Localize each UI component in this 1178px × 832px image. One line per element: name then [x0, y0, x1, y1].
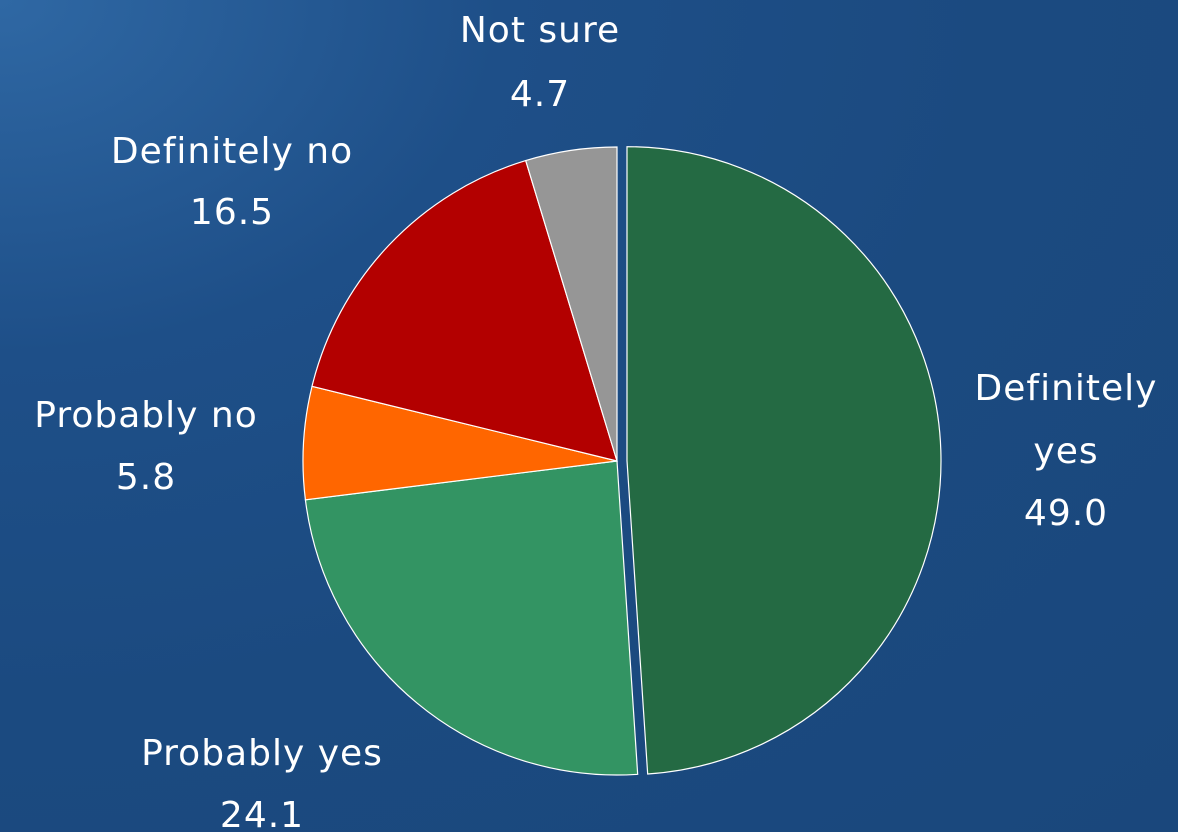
label-probably-yes-name: Probably yes — [141, 733, 383, 774]
pie-slices — [302, 146, 942, 776]
slice-definitely-no — [311, 159, 618, 462]
slice-not-sure — [524, 146, 618, 462]
label-not-sure-name: Not sure — [460, 10, 620, 51]
label-definitely-yes-name-line1: Definitely — [975, 368, 1158, 409]
slice-definitely-yes — [626, 146, 942, 775]
label-not-sure-value: 4.7 — [510, 74, 570, 115]
label-definitely-no: Definitely no 16.5 — [111, 131, 353, 233]
label-definitely-no-name: Definitely no — [111, 131, 353, 172]
label-definitely-yes-name-line2: yes — [1033, 431, 1098, 472]
label-probably-no: Probably no 5.8 — [34, 395, 257, 498]
label-probably-no-name: Probably no — [34, 395, 257, 436]
label-definitely-yes: Definitely yes 49.0 — [975, 368, 1158, 534]
slice-probably-yes — [304, 460, 639, 776]
label-probably-yes-value: 24.1 — [220, 795, 304, 832]
label-definitely-yes-value: 49.0 — [1024, 493, 1108, 534]
label-probably-yes: Probably yes 24.1 — [141, 733, 383, 832]
label-probably-no-value: 5.8 — [116, 457, 176, 498]
label-not-sure: Not sure 4.7 — [460, 10, 620, 115]
label-definitely-no-value: 16.5 — [190, 192, 274, 233]
